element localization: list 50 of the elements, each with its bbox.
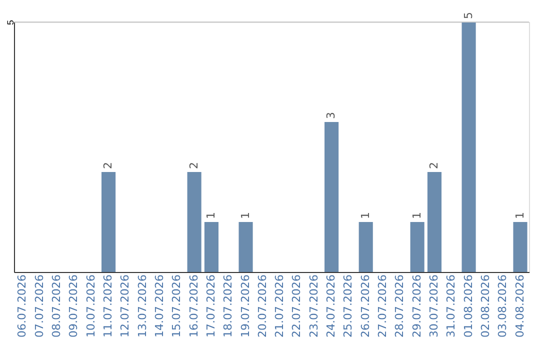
bar bbox=[204, 222, 218, 272]
x-tick-label: 13.07.2026 bbox=[136, 274, 149, 338]
x-tick-label: 14.07.2026 bbox=[152, 274, 166, 338]
data-label: 2 bbox=[102, 162, 115, 169]
x-tick-label: 28.07.2026 bbox=[393, 274, 406, 338]
data-label: 3 bbox=[324, 112, 338, 119]
x-tick-label: 19.07.2026 bbox=[238, 274, 252, 338]
x-tick-label: 10.07.2026 bbox=[84, 274, 98, 338]
bar bbox=[187, 172, 202, 272]
x-tick-label: 02.08.2026 bbox=[478, 274, 492, 338]
data-label: 1 bbox=[513, 212, 526, 219]
data-label: 1 bbox=[238, 212, 252, 219]
x-tick-label: 31.07.2026 bbox=[444, 274, 458, 338]
x-tick-label: 11.07.2026 bbox=[102, 274, 115, 338]
x-tick-label: 26.07.2026 bbox=[358, 274, 372, 338]
x-tick-label: 30.07.2026 bbox=[427, 274, 440, 338]
x-tick-label: 08.07.2026 bbox=[50, 274, 64, 338]
x-tick-label: 12.07.2026 bbox=[118, 274, 132, 338]
x-tick-label: 06.07.2026 bbox=[16, 274, 29, 338]
bar bbox=[238, 222, 253, 272]
x-tick-label: 23.07.2026 bbox=[307, 274, 320, 338]
data-label: 1 bbox=[358, 212, 372, 219]
x-tick-label: 07.07.2026 bbox=[32, 274, 46, 338]
bar bbox=[410, 222, 424, 272]
x-tick-label: 20.07.2026 bbox=[256, 274, 269, 338]
x-tick-label: 22.07.2026 bbox=[290, 274, 304, 338]
bar bbox=[358, 222, 373, 272]
x-tick-label: 29.07.2026 bbox=[410, 274, 424, 338]
x-tick-label: 01.08.2026 bbox=[462, 274, 475, 338]
data-label: 5 bbox=[462, 12, 475, 19]
data-label: 1 bbox=[204, 212, 218, 219]
x-tick-label: 27.07.2026 bbox=[376, 274, 390, 338]
x-tick-label: 03.08.2026 bbox=[496, 274, 510, 338]
x-tick-label: 09.07.2026 bbox=[67, 274, 80, 338]
x-tick-label: 21.07.2026 bbox=[273, 274, 286, 338]
data-label: 1 bbox=[410, 212, 424, 219]
bar bbox=[513, 222, 528, 272]
x-tick-label: 15.07.2026 bbox=[170, 274, 184, 338]
x-tick-label: 24.07.2026 bbox=[324, 274, 338, 338]
x-tick-label: 18.07.2026 bbox=[222, 274, 235, 338]
bar bbox=[101, 172, 116, 272]
x-tick-label: 04.08.2026 bbox=[513, 274, 526, 338]
x-tick-label: 17.07.2026 bbox=[204, 274, 218, 338]
bar bbox=[324, 122, 339, 272]
x-tick-label: 25.07.2026 bbox=[342, 274, 355, 338]
bar bbox=[427, 172, 442, 272]
bar bbox=[462, 22, 476, 272]
data-label: 2 bbox=[187, 162, 200, 169]
x-tick-label: 16.07.2026 bbox=[187, 274, 200, 338]
data-label: 2 bbox=[427, 162, 440, 169]
